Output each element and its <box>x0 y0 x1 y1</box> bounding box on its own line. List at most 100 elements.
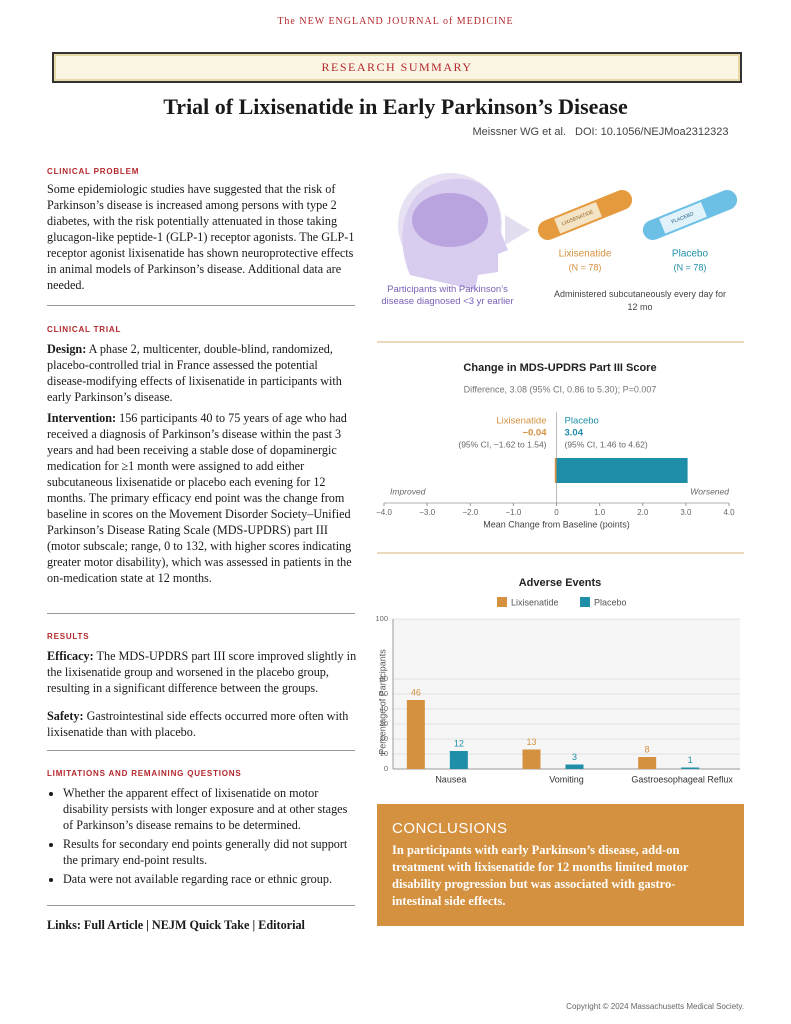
value-label: 3.04 <box>565 428 584 439</box>
participants-label: Participants with Parkinson’s disease di… <box>381 284 514 307</box>
y-tick-label: 30 <box>380 719 388 728</box>
category-label: Lixisenatide <box>496 416 546 427</box>
ci-label: (95% CI, 1.46 to 4.62) <box>565 439 648 449</box>
paragraph: Intervention: 156 participants 40 to 75 … <box>47 410 359 586</box>
divider <box>47 305 355 306</box>
bullet: Results for secondary end points general… <box>63 836 359 868</box>
x-tick-label: −2.0 <box>462 508 478 517</box>
bar <box>406 700 425 769</box>
pen-placebo: PLACEBO <box>642 190 738 240</box>
brain <box>412 193 488 247</box>
conclusions-heading: CONCLUSIONS <box>392 820 508 837</box>
text: 156 participants 40 to 75 years of age w… <box>47 411 352 585</box>
divider <box>47 905 355 906</box>
x-tick-label: Vomiting <box>549 774 584 784</box>
arm-name: Lixisenatide <box>559 249 612 260</box>
x-tick-label: Nausea <box>435 774 466 784</box>
divider <box>47 750 355 751</box>
paragraph: Some epidemiologic studies have suggeste… <box>47 182 355 292</box>
bar <box>565 764 584 769</box>
x-tick-label: 1.0 <box>594 508 606 517</box>
x-axis-label: Mean Change from Baseline (points) <box>483 519 630 529</box>
x-tick-label: −1.0 <box>505 508 521 517</box>
legend-swatch <box>497 597 507 607</box>
annotation: Worsened <box>690 486 729 496</box>
chart-subtitle: Difference, 3.08 (95% CI, 0.86 to 5.30);… <box>464 384 657 394</box>
illustration: LIXISENATIDE PLACEBO Participants with P… <box>381 173 738 312</box>
divider <box>47 613 355 614</box>
title: Trial of Lixisenatide in Early Parkinson… <box>163 94 628 119</box>
y-axis-label: Percentage of Participants <box>377 649 387 755</box>
legend-swatch <box>580 597 590 607</box>
journal-name: The NEW ENGLAND JOURNAL of MEDICINE <box>277 16 514 27</box>
value-label: 46 <box>411 687 421 697</box>
text: A phase 2, multicenter, double-blind, ra… <box>47 342 342 404</box>
bullet: Whether the apparent effect of lixisenat… <box>63 785 359 833</box>
administration: Administered subcutaneously every day fo… <box>553 289 727 312</box>
x-tick-label: 2.0 <box>637 508 649 517</box>
y-tick-label: 0 <box>384 764 388 773</box>
value-label: 12 <box>454 738 464 748</box>
section-heading: LIMITATIONS AND REMAINING QUESTIONS <box>47 769 242 778</box>
section-heading: CLINICAL PROBLEM <box>47 167 140 176</box>
value-label: 3 <box>572 752 577 762</box>
arrow <box>505 215 530 245</box>
arm-n: (N = 78) <box>674 262 707 272</box>
bar <box>638 757 657 769</box>
bullet-list: Whether the apparent effect of lixisenat… <box>47 785 359 890</box>
section-heading: RESULTS <box>47 632 90 641</box>
conclusions-text: In participants with early Parkinson’s d… <box>392 843 689 908</box>
y-tick-label: 60 <box>380 674 388 683</box>
x-tick-label: −3.0 <box>419 508 435 517</box>
x-tick-label: 0 <box>554 508 559 517</box>
legend-label: Placebo <box>594 597 627 607</box>
value-label: −0.04 <box>522 428 547 439</box>
arm-name: Placebo <box>672 249 709 260</box>
text: Gastrointestinal side effects occurred m… <box>47 709 349 739</box>
bullet: Data were not available regarding race o… <box>63 871 359 887</box>
chart-title: Adverse Events <box>519 577 602 589</box>
section-heading: CLINICAL TRIAL <box>47 325 122 334</box>
copyright: Copyright © 2024 Massachusetts Medical S… <box>566 1002 744 1011</box>
category-label: Placebo <box>565 416 599 427</box>
pen-lixisenatide: LIXISENATIDE <box>537 190 633 240</box>
administration-box: Administered subcutaneously every day fo… <box>553 289 727 312</box>
y-tick-label: 100 <box>375 614 388 623</box>
value-label: 8 <box>645 744 650 754</box>
bar <box>554 458 557 483</box>
run-in: Design: <box>47 342 87 356</box>
bar <box>681 767 700 769</box>
bar <box>522 749 541 769</box>
annotation: Improved <box>390 486 426 496</box>
x-tick-label: Gastroesophageal Reflux <box>631 774 733 784</box>
y-tick-label: 10 <box>380 749 388 758</box>
y-tick-label: 50 <box>380 689 388 698</box>
value-label: 1 <box>688 755 693 765</box>
x-tick-label: 4.0 <box>723 508 735 517</box>
run-in: Efficacy: <box>47 649 94 663</box>
doi: DOI: 10.1056/NEJMoa2312323 <box>575 126 729 138</box>
arm-n: (N = 78) <box>569 262 602 272</box>
paragraph: Efficacy: The MDS-UPDRS part III score i… <box>47 648 359 696</box>
x-tick-label: 3.0 <box>680 508 692 517</box>
run-in: Safety: <box>47 709 84 723</box>
paragraph: Safety: Gastrointestinal side effects oc… <box>47 708 359 740</box>
links[interactable]: Links: Full Article | NEJM Quick Take | … <box>47 918 305 932</box>
authors: Meissner WG et al. <box>472 126 566 138</box>
bar <box>449 751 468 769</box>
conclusions-box: CONCLUSIONS In participants with early P… <box>377 804 744 926</box>
participants-box: Participants with Parkinson’s disease di… <box>381 284 514 307</box>
y-tick-label: 20 <box>380 734 388 743</box>
bar <box>556 458 688 483</box>
legend-label: Lixisenatide <box>511 597 559 607</box>
ci-label: (95% CI, −1.62 to 1.54) <box>458 439 546 449</box>
text: The MDS-UPDRS part III score improved sl… <box>47 649 357 695</box>
run-in: Intervention: <box>47 411 117 425</box>
paragraph: Design: A phase 2, multicenter, double-b… <box>47 341 359 405</box>
value-label: 13 <box>526 737 536 747</box>
y-tick-label: 40 <box>380 704 388 713</box>
x-tick-label: −4.0 <box>376 508 392 517</box>
banner: RESEARCH SUMMARY <box>52 52 742 83</box>
